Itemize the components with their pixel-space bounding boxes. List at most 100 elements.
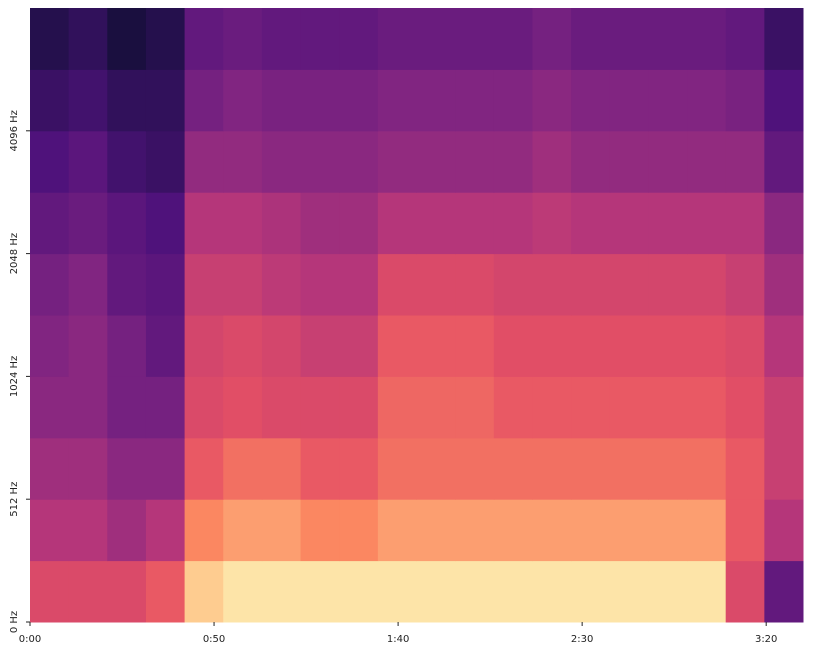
- cell: [571, 437, 611, 500]
- cell: [184, 8, 224, 70]
- cell: [532, 560, 572, 623]
- cell: [107, 437, 147, 500]
- cell: [339, 437, 379, 500]
- cell: [493, 315, 533, 377]
- cell: [764, 315, 804, 377]
- cell: [30, 315, 70, 377]
- cell: [339, 499, 379, 562]
- cell: [377, 8, 417, 70]
- cell: [609, 376, 649, 439]
- cell: [261, 192, 302, 255]
- cell: [300, 130, 340, 193]
- cell: [184, 437, 224, 500]
- cell: [377, 437, 417, 500]
- cell: [68, 253, 108, 316]
- cell: [223, 560, 263, 623]
- cell: [416, 315, 456, 377]
- cell: [648, 253, 688, 316]
- cell: [687, 69, 727, 132]
- cell: [571, 499, 611, 562]
- cell: [687, 8, 727, 70]
- cell: [609, 437, 649, 500]
- cell: [145, 437, 186, 500]
- cell: [455, 192, 495, 255]
- cell: [416, 130, 456, 193]
- cell: [493, 499, 533, 562]
- x-tick-label: 1:40: [387, 634, 409, 645]
- cell: [377, 130, 417, 193]
- cell: [107, 499, 147, 562]
- cell: [261, 499, 302, 562]
- cell: [30, 499, 70, 562]
- cell: [571, 253, 611, 316]
- cell: [532, 192, 572, 255]
- cell: [455, 315, 495, 377]
- spectrogram: [30, 8, 804, 623]
- cell: [68, 130, 108, 193]
- cell: [493, 437, 533, 500]
- cell: [223, 8, 263, 70]
- cell: [609, 315, 649, 377]
- cell: [687, 192, 727, 255]
- cell: [648, 315, 688, 377]
- cell: [764, 130, 804, 193]
- y-tick-label: 2048 Hz: [9, 233, 20, 274]
- cell: [145, 253, 186, 316]
- cell: [532, 499, 572, 562]
- cell: [764, 376, 804, 439]
- cell: [648, 8, 688, 70]
- cell: [339, 130, 379, 193]
- cell: [725, 130, 765, 193]
- cell: [687, 499, 727, 562]
- cell: [648, 437, 688, 500]
- x-tick-label: 3:20: [755, 634, 777, 645]
- cell: [648, 69, 688, 132]
- cell: [30, 437, 70, 500]
- cell: [145, 130, 186, 193]
- cell: [764, 560, 804, 623]
- y-tick-label: 512 Hz: [9, 482, 20, 517]
- cell: [455, 69, 495, 132]
- cell: [532, 69, 572, 132]
- y-tick-label: 1024 Hz: [9, 356, 20, 397]
- y-tick-label: 4096 Hz: [9, 110, 20, 151]
- cell: [493, 376, 533, 439]
- cell: [725, 192, 765, 255]
- cell: [725, 560, 765, 623]
- cell: [416, 437, 456, 500]
- cell: [764, 253, 804, 316]
- cell: [145, 560, 186, 623]
- cell: [571, 376, 611, 439]
- cell: [223, 253, 263, 316]
- cell: [145, 8, 186, 70]
- cell: [416, 192, 456, 255]
- cell: [377, 253, 417, 316]
- x-tick-label: 0:50: [203, 634, 225, 645]
- cell: [223, 437, 263, 500]
- cell: [223, 376, 263, 439]
- cell: [68, 499, 108, 562]
- cell: [30, 130, 70, 193]
- cell: [609, 8, 649, 70]
- cell: [687, 437, 727, 500]
- cell: [764, 69, 804, 132]
- cell: [339, 315, 379, 377]
- cell: [648, 560, 688, 623]
- cell: [571, 560, 611, 623]
- cell: [145, 69, 186, 132]
- cell: [377, 69, 417, 132]
- cell: [764, 192, 804, 255]
- cell: [532, 376, 572, 439]
- cell: [223, 69, 263, 132]
- axes: 0:00 0:50 1:40 2:30 3:20 0 Hz 512 Hz 1024 Hz 204…: [9, 110, 777, 645]
- x-tick-label: 0:00: [19, 634, 41, 645]
- cell: [609, 130, 649, 193]
- cell: [725, 69, 765, 132]
- cell: [725, 376, 765, 439]
- cell: [300, 192, 340, 255]
- cell: [300, 8, 340, 70]
- cell: [339, 376, 379, 439]
- cell: [300, 69, 340, 132]
- cell: [261, 130, 302, 193]
